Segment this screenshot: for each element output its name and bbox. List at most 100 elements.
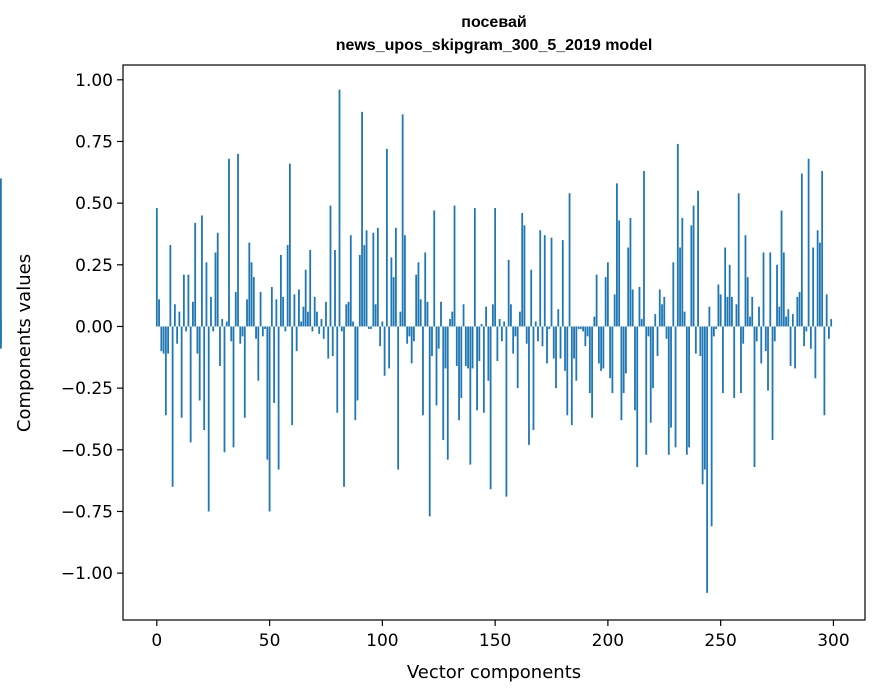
bar-229 [672,262,675,327]
bar-20 [201,215,203,327]
bar-93 [365,230,368,327]
bar-40 [246,299,248,327]
bar-235 [685,326,688,455]
bar-92 [363,245,366,327]
bar-299 [830,319,833,327]
bar-48 [264,326,266,329]
bar-121 [428,326,431,517]
bar-288 [805,326,808,332]
bar-0 [155,208,158,327]
bar-213 [636,326,639,468]
bar-140 [471,326,474,369]
bar-120 [426,301,429,327]
bar-62 [295,326,298,352]
bar-219 [649,326,652,423]
chart-title-line-2: news_upos_skipgram_300_5_2019 model [336,37,653,54]
y-tick-label: 0.50 [75,194,113,214]
bar-133 [455,326,458,366]
bar-278 [782,252,785,327]
bar-239 [694,326,697,354]
bar-14 [187,274,190,327]
bar-108 [399,311,402,327]
bar-189 [582,326,584,332]
bar-61 [293,294,296,327]
x-tick-label: 300 [817,631,849,651]
bar-188 [579,326,582,329]
bar-88 [354,326,357,421]
bar-211 [631,289,634,327]
bar-24 [210,296,212,327]
bar-33 [230,326,233,342]
bar-35 [234,291,237,327]
bar-171 [541,326,544,347]
bar-247 [712,326,715,337]
bar-181 [564,326,566,371]
bar-78 [331,326,334,357]
bar-220 [652,326,654,389]
bar-250 [719,294,722,327]
bar-122 [431,326,433,357]
bar-71 [316,311,318,327]
bar-255 [731,296,733,327]
bar-137 [464,326,467,366]
bar-103 [388,326,391,369]
bar-173 [546,326,548,364]
bar-34 [232,326,235,448]
bar-18 [196,326,199,354]
bar-260 [742,326,745,344]
bar-222 [656,326,659,357]
bar-174 [548,326,551,329]
bar-73 [320,319,323,327]
bar-231 [676,143,679,327]
bar-244 [706,326,709,593]
bar-295 [821,171,824,327]
bar-165 [528,326,530,445]
bar-281 [789,326,792,366]
bar-228 [670,326,672,428]
bar-59 [288,163,291,327]
bar-66 [304,269,307,327]
bar-76 [327,326,330,359]
bar-179 [559,326,562,359]
bar-221 [654,314,657,327]
bar-210 [629,217,632,327]
bar-113 [410,326,413,364]
bar-261 [744,235,747,327]
bar-52 [273,326,275,403]
bar-28 [219,326,221,366]
bar-286 [800,173,803,327]
bar-126 [440,301,442,327]
bar-148 [489,326,492,490]
bar-114 [413,326,415,342]
bar-111 [406,326,409,344]
x-tick-label: 100 [366,631,398,651]
bar-249 [717,284,720,327]
bar-196 [597,326,600,364]
bar-199 [604,277,607,327]
bar-129 [446,326,449,460]
bar-63 [298,289,300,327]
bar-131 [451,311,454,327]
y-tick-label: −0.75 [61,502,113,522]
bar-54 [277,326,280,470]
bar-8 [173,304,176,327]
bar-51 [270,287,273,327]
bar-85 [347,301,350,327]
bar-297 [825,294,828,327]
bar-201 [609,326,612,379]
bar-147 [487,326,490,381]
bar-32 [228,158,230,327]
bar-224 [661,304,663,327]
bar-208 [625,326,627,374]
bar-undefined [0,326,2,344]
bar-97 [374,304,377,327]
chart-title-line-1: посевай [461,14,526,31]
plot-frame [122,64,866,621]
bar-268 [760,326,763,364]
bar-3 [162,326,165,354]
bar-252 [724,247,727,327]
bar-269 [762,252,765,327]
y-tick-label: −0.50 [61,441,113,461]
bar-5 [167,326,169,354]
